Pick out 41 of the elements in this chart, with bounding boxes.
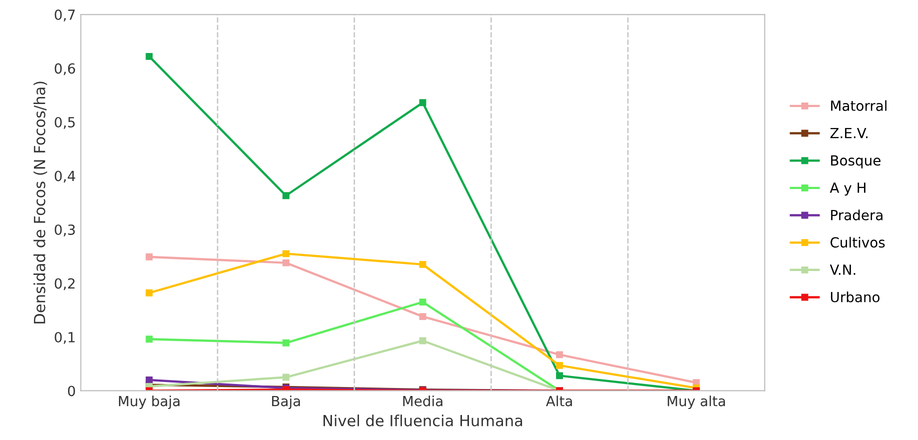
x-axis-title: Nivel de Ifluencia Humana [324, 414, 522, 426]
point [146, 52, 153, 60]
point [556, 362, 563, 369]
x-tick-label: Baja [272, 396, 300, 410]
y-tick-label: 0 [68, 386, 75, 396]
x-tick-label: Media [403, 396, 442, 406]
legend-label: Pradera [831, 210, 882, 220]
legend-label: Z.E.V. [830, 128, 868, 138]
point [146, 336, 153, 343]
point [146, 253, 153, 260]
point [419, 99, 426, 106]
y-tick-label: 0,7 [54, 9, 75, 22]
x-tick-label: Muy baja [118, 396, 180, 410]
y-tick-label: 0,2 [54, 278, 75, 290]
point [556, 372, 563, 380]
point [419, 313, 426, 320]
point [282, 250, 290, 258]
y-tick-label: 0,4 [54, 170, 76, 183]
legend-label: A y H [830, 182, 866, 196]
point [419, 298, 426, 306]
point [282, 374, 290, 381]
legend-label: Cultivos [830, 236, 885, 248]
point [556, 351, 563, 358]
x-tick-label: Alta [546, 396, 572, 406]
point [282, 192, 290, 200]
point [419, 337, 426, 344]
point [419, 260, 426, 268]
y-tick-label: 0,1 [54, 332, 75, 344]
y-tick-label: 0,5 [54, 116, 75, 129]
y-tick-label: 0,6 [54, 63, 76, 76]
legend-label: V.N. [830, 264, 856, 275]
point [146, 376, 153, 384]
legend-label: Matorral [831, 100, 886, 111]
point [282, 339, 290, 346]
legend-label: Urbano [830, 292, 880, 302]
point [282, 259, 290, 266]
y-tick-label: 0,3 [54, 224, 75, 236]
point [146, 289, 153, 296]
x-tick-label: Muy alta [668, 396, 725, 410]
y-axis-title: Densidad de Focos (N Focos/ha) [33, 82, 48, 324]
legend-label: Bosque [831, 155, 880, 168]
